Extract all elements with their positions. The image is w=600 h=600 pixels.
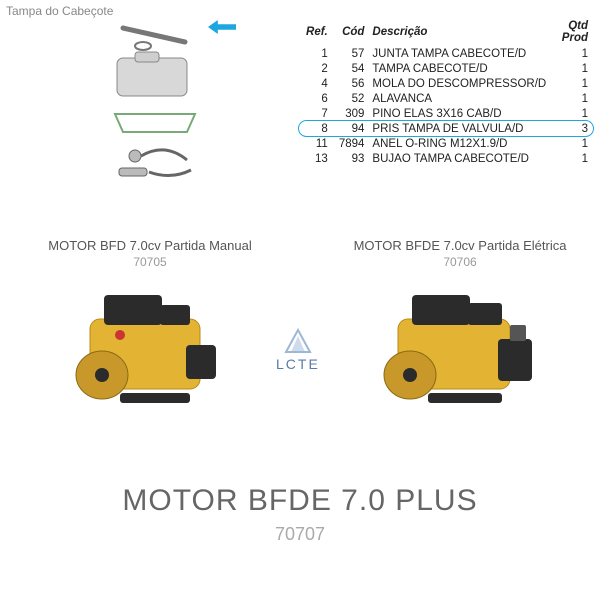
cell-cod: 93	[332, 151, 369, 166]
table-header-row: Ref. Cód Descrição Qtd Prod	[300, 18, 592, 46]
cell-cod: 57	[332, 46, 369, 61]
engine-left-title: MOTOR BFD 7.0cv Partida Manual	[20, 238, 280, 253]
cell-cod: 52	[332, 91, 369, 106]
cell-ref: 4	[300, 76, 332, 91]
cell-desc: TAMPA CABECOTE/D	[368, 61, 550, 76]
cell-qty: 1	[550, 106, 592, 121]
cell-ref: 1	[300, 46, 332, 61]
engine-right-title: MOTOR BFDE 7.0cv Partida Elétrica	[330, 238, 590, 253]
cell-ref: 13	[300, 151, 332, 166]
col-cod: Cód	[332, 18, 369, 46]
cell-ref: 2	[300, 61, 332, 76]
cell-cod: 7894	[332, 136, 369, 151]
table-row: 894PRIS TAMPA DE VALVULA/D3	[300, 121, 592, 136]
cell-desc: BUJAO TAMPA CABECOTE/D	[368, 151, 550, 166]
cell-ref: 11	[300, 136, 332, 151]
cell-ref: 7	[300, 106, 332, 121]
cell-qty: 1	[550, 151, 592, 166]
table-row: 652ALAVANCA1	[300, 91, 592, 106]
table-row: 7309PINO ELAS 3X16 CAB/D1	[300, 106, 592, 121]
logo-text: LCTE	[276, 356, 320, 372]
cell-cod: 309	[332, 106, 369, 121]
cell-cod: 54	[332, 61, 369, 76]
table-row: 117894ANEL O-RING M12X1.9/D1	[300, 136, 592, 151]
table-row: 157JUNTA TAMPA CABECOTE/D1	[300, 46, 592, 61]
page-title: Tampa do Cabeçote	[6, 4, 113, 18]
col-qty: Qtd Prod	[550, 18, 592, 46]
cell-qty: 1	[550, 136, 592, 151]
table-row: 456MOLA DO DESCOMPRESSOR/D1	[300, 76, 592, 91]
cell-qty: 1	[550, 61, 592, 76]
table-row: 1393BUJAO TAMPA CABECOTE/D1	[300, 151, 592, 166]
table-row: 254TAMPA CABECOTE/D1	[300, 61, 592, 76]
cell-desc: PINO ELAS 3X16 CAB/D	[368, 106, 550, 121]
cell-desc: JUNTA TAMPA CABECOTE/D	[368, 46, 550, 61]
cell-cod: 56	[332, 76, 369, 91]
engine-card-left: MOTOR BFD 7.0cv Partida Manual 70705	[20, 238, 280, 420]
exploded-diagram	[95, 22, 235, 192]
cell-ref: 8	[300, 121, 332, 136]
cell-qty: 3	[550, 121, 592, 136]
cell-ref: 6	[300, 91, 332, 106]
col-desc: Descrição	[368, 18, 550, 46]
lcte-logo: LCTE	[276, 328, 320, 372]
cell-desc: PRIS TAMPA DE VALVULA/D	[368, 121, 550, 136]
engine-right-code: 70706	[330, 255, 590, 269]
cell-qty: 1	[550, 91, 592, 106]
engine-left-code: 70705	[20, 255, 280, 269]
cell-qty: 1	[550, 46, 592, 61]
engine-right-image	[330, 275, 590, 420]
cell-cod: 94	[332, 121, 369, 136]
col-ref: Ref.	[300, 18, 332, 46]
cell-desc: ANEL O-RING M12X1.9/D	[368, 136, 550, 151]
cell-qty: 1	[550, 76, 592, 91]
cell-desc: ALAVANCA	[368, 91, 550, 106]
engine-left-image	[20, 275, 280, 420]
parts-table: Ref. Cód Descrição Qtd Prod 157JUNTA TAM…	[300, 18, 592, 166]
bottom-code: 70707	[0, 524, 600, 545]
cell-desc: MOLA DO DESCOMPRESSOR/D	[368, 76, 550, 91]
engine-card-right: MOTOR BFDE 7.0cv Partida Elétrica 70706	[330, 238, 590, 420]
bottom-title: MOTOR BFDE 7.0 PLUS	[0, 484, 600, 518]
